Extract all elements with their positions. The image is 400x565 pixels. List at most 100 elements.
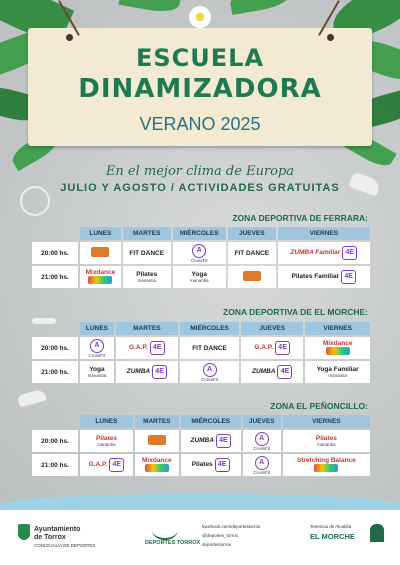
mixdance-logo-icon xyxy=(325,346,350,355)
table-row: 20:00 hs. A CrossFit G.A.P. 4E FIT DANCE G… xyxy=(32,337,370,359)
tenencia-line-1: Tenencia de Alcaldía xyxy=(310,524,352,529)
schedule-table-el-morche: LUNES MARTES MIÉRCOLES JUEVES VIERNES 20… xyxy=(30,320,372,385)
flower-icon xyxy=(189,6,211,28)
4e-logo-icon: 4E xyxy=(215,434,231,448)
activity-label: ZUMBA xyxy=(252,368,276,375)
table-header-row: LUNES MARTES MIÉRCOLES JUEVES VIERNES xyxy=(32,227,370,240)
activity-label: Pilates xyxy=(136,271,158,278)
activity-cell xyxy=(227,266,276,288)
activity-cell: Pilates manantia xyxy=(122,266,171,288)
activity-cell: Yoga Familiar manantia xyxy=(305,361,370,383)
manantia-logo: manantia xyxy=(189,278,209,283)
time-cell: 21:00 hs. xyxy=(32,361,78,383)
4e-logo-icon: 4E xyxy=(277,365,293,379)
runner-logo-icon xyxy=(152,520,178,540)
crossfit-logo-icon: A xyxy=(202,362,217,377)
day-header: MIÉRCOLES xyxy=(180,415,241,428)
activity-cell: G.A.P. 4E xyxy=(241,337,304,359)
mixdance-logo-icon xyxy=(88,275,113,284)
table-header-row: LUNES MARTES MIÉRCOLES JUEVES VIERNES xyxy=(32,415,370,428)
sign-nail-left xyxy=(66,34,73,41)
activity-cell: ZUMBA Familiar 4E xyxy=(277,242,370,264)
stopwatch-icon xyxy=(20,186,50,216)
header-blank xyxy=(32,227,78,240)
activity-cell xyxy=(80,242,121,264)
day-header: MARTES xyxy=(115,322,178,335)
time-cell: 21:00 hs. xyxy=(32,454,78,476)
activity-logo xyxy=(147,435,166,445)
activity-label: Pilates xyxy=(315,435,337,442)
activity-cell: Pilates Familiar 4E xyxy=(277,266,370,288)
activity-label: Pilates xyxy=(191,461,213,468)
time-cell: 21:00 hs. xyxy=(32,266,78,288)
activity-cell: A CrossFit xyxy=(242,430,281,452)
crossfit-logo-icon: A xyxy=(254,455,269,470)
activity-label: Mixdance xyxy=(141,456,172,464)
activity-label: FIT DANCE xyxy=(234,249,270,257)
table-row: 20:00 hs. FIT DANCE A CrossFit FIT DANCE … xyxy=(32,242,370,264)
zone-title-el-penoncillo: ZONA EL PEÑONCILLO: xyxy=(270,401,368,411)
activity-cell: ZUMBA 4E xyxy=(241,361,304,383)
activity-cell xyxy=(134,430,179,452)
day-header: JUEVES xyxy=(241,322,304,335)
activity-cell: FIT DANCE xyxy=(122,242,171,264)
activity-cell: ZUMBA 4E xyxy=(180,430,241,452)
dumbbell-icon xyxy=(32,318,56,324)
footer: Ayuntamiento de Torrox CONCEJALÍA DE DEP… xyxy=(0,510,400,565)
mixdance-logo-icon xyxy=(144,463,169,472)
season-banner: JULIO Y AGOSTO / ACTIVIDADES GRATUITAS xyxy=(60,182,340,194)
activity-label: G.A.P. xyxy=(254,344,274,351)
activity-cell: A CrossFit xyxy=(242,454,281,476)
4e-logo-icon: 4E xyxy=(152,365,168,379)
activity-label: CrossFit xyxy=(201,376,218,382)
activity-label: Pilates Familiar xyxy=(291,273,340,280)
activity-label: Yoga Familiar xyxy=(316,366,359,373)
instagram-link[interactable]: @deportes_torrox xyxy=(202,533,239,538)
activity-label: G.A.P. xyxy=(88,461,108,468)
activity-label: Mixdance xyxy=(85,268,116,276)
activity-cell: Mixdance xyxy=(80,266,121,288)
activity-cell: Mixdance xyxy=(134,454,179,476)
activity-label: FIT DANCE xyxy=(192,344,227,352)
time-cell: 20:00 hs. xyxy=(32,242,78,264)
day-header: LUNES xyxy=(80,322,114,335)
day-header: MIÉRCOLES xyxy=(179,322,240,335)
activity-label: Mixdance xyxy=(322,339,353,347)
activity-cell: A CrossFit xyxy=(80,337,114,359)
4e-logo-icon: 4E xyxy=(341,270,357,284)
coat-of-arms-icon xyxy=(18,524,30,540)
activity-cell: A CrossFit xyxy=(172,242,226,264)
crossfit-logo-icon: A xyxy=(89,338,104,353)
web-link[interactable]: deportestorrox xyxy=(202,542,232,547)
tenencia-line-2: EL MORCHE xyxy=(310,532,355,541)
table-row: 21:00 hs. Yoga manantia ZUMBA 4E A CrossFit… xyxy=(32,361,370,383)
manantia-logo: manantia xyxy=(137,278,156,283)
4e-logo-icon: 4E xyxy=(214,458,230,472)
activity-label: ZUMBA Familiar xyxy=(290,249,341,256)
crossfit-logo-icon: A xyxy=(192,243,207,258)
facebook-link[interactable]: facebook.com/deportestorrox xyxy=(202,524,261,529)
4e-logo-icon: 4E xyxy=(342,246,358,260)
activity-cell: G.A.P. 4E xyxy=(80,454,133,476)
activity-label: CrossFit xyxy=(88,352,106,358)
4e-logo-icon: 4E xyxy=(109,458,125,472)
mixdance-logo-icon xyxy=(314,463,339,472)
table-header-row: LUNES MARTES MIÉRCOLES JUEVES VIERNES xyxy=(32,322,370,335)
day-header: MARTES xyxy=(134,415,179,428)
activity-cell: ZUMBA 4E xyxy=(115,361,178,383)
manantia-logo: manantia xyxy=(328,373,347,378)
time-cell: 20:00 hs. xyxy=(32,337,78,359)
activity-label: FIT DANCE xyxy=(129,249,165,257)
activity-cell: Pilates 4E xyxy=(180,454,241,476)
tower-icon xyxy=(370,524,384,542)
slogan: En el mejor clima de Europa xyxy=(105,164,295,179)
day-header: LUNES xyxy=(80,227,121,240)
activity-label: Pilates xyxy=(95,435,117,442)
title-sign: ESCUELA DINAMIZADORA VERANO 2025 xyxy=(28,0,372,146)
activity-cell: Mixdance xyxy=(305,337,370,359)
activity-cell: A CrossFit xyxy=(179,361,240,383)
day-header: MIÉRCOLES xyxy=(172,227,226,240)
activity-label: CrossFit xyxy=(253,445,271,451)
day-header: MARTES xyxy=(122,227,171,240)
